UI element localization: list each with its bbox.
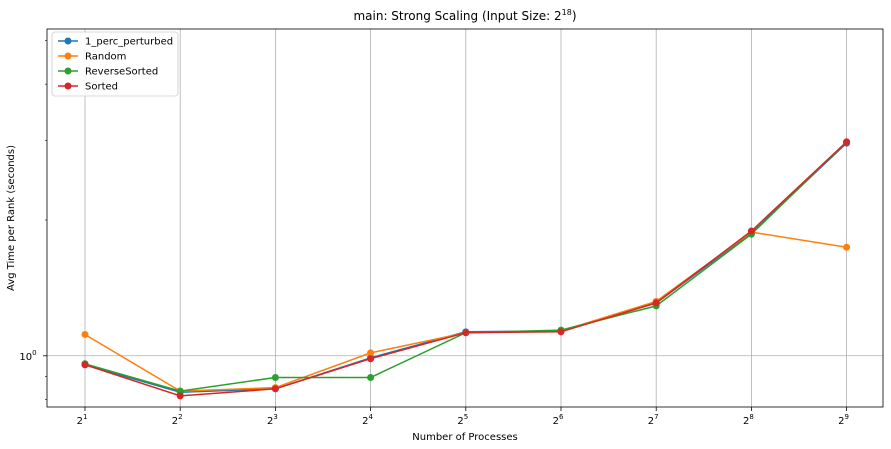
data-point xyxy=(81,361,89,369)
x-tick-label: 21 xyxy=(77,413,88,427)
series-layer xyxy=(81,138,851,400)
y-tick-label: 100 xyxy=(19,349,36,363)
x-tick-label: 25 xyxy=(457,413,468,427)
chart-title: main: Strong Scaling (Input Size: 218) xyxy=(353,8,576,23)
data-point xyxy=(843,243,851,251)
ticks-layer: 21 22 23 24 25 26 27 28 29 100 xyxy=(19,40,849,427)
data-point xyxy=(176,392,184,400)
legend-label: Random xyxy=(85,52,126,63)
x-tick-label: 28 xyxy=(743,413,754,427)
x-tick-label: 29 xyxy=(838,413,849,427)
x-axis-label: Number of Processes xyxy=(412,432,517,443)
data-point xyxy=(271,374,279,382)
x-tick-label: 23 xyxy=(267,413,278,427)
data-point xyxy=(747,227,755,235)
legend-marker xyxy=(64,82,72,90)
data-point xyxy=(271,385,279,393)
legend: 1_perc_perturbed Random ReverseSorted Sorte… xyxy=(51,31,179,97)
legend-marker xyxy=(64,37,72,45)
legend-label: 1_perc_perturbed xyxy=(85,37,173,48)
legend-marker xyxy=(64,52,72,60)
data-point xyxy=(843,138,851,146)
plot-frame xyxy=(46,28,884,408)
data-point xyxy=(81,330,89,338)
y-axis-label: Avg Time per Rank (seconds) xyxy=(6,145,17,291)
grid-layer xyxy=(47,29,883,407)
legend-box xyxy=(51,31,179,97)
data-point xyxy=(462,329,470,337)
legend-label: Sorted xyxy=(85,82,118,93)
data-point xyxy=(557,328,565,336)
data-point xyxy=(367,349,375,357)
x-tick-label: 27 xyxy=(648,413,659,427)
x-tick-label: 24 xyxy=(362,413,373,427)
data-point xyxy=(367,374,375,382)
data-point xyxy=(367,355,375,363)
x-tick-label: 26 xyxy=(553,413,564,427)
legend-marker xyxy=(64,67,72,75)
legend-label: ReverseSorted xyxy=(85,67,158,78)
data-point xyxy=(652,299,660,307)
x-tick-label: 22 xyxy=(172,413,183,427)
